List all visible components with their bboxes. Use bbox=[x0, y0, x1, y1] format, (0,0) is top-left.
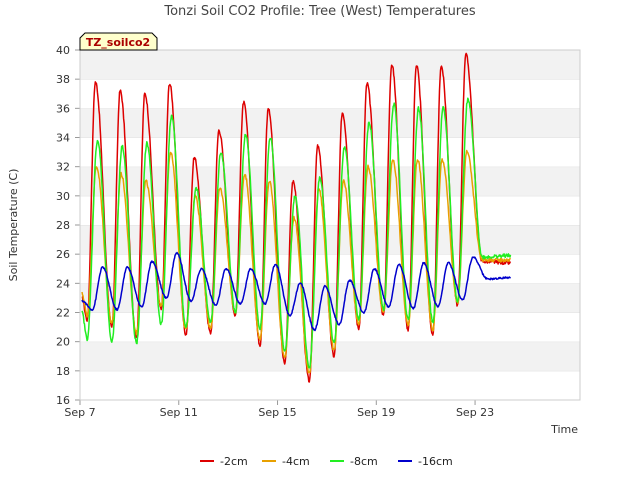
grid-band bbox=[80, 195, 580, 225]
y-tick-label: 36 bbox=[56, 102, 70, 115]
badge: TZ_soilco2 bbox=[79, 32, 158, 51]
y-tick-label: 34 bbox=[56, 132, 70, 145]
series-lines bbox=[81, 52, 512, 383]
x-tick-label: Sep 23 bbox=[456, 406, 494, 419]
grid-band bbox=[80, 166, 580, 196]
x-tick-label: Sep 7 bbox=[64, 406, 95, 419]
grid-band bbox=[80, 137, 580, 167]
legend-label: -16cm bbox=[418, 455, 453, 468]
grid-bands bbox=[80, 49, 580, 400]
legend-label: -4cm bbox=[282, 455, 310, 468]
y-axis-ticks: 16 18 20 22 24 26 28 30 32 34 36 38 40 bbox=[56, 44, 80, 407]
y-tick-label: 24 bbox=[56, 277, 70, 290]
y-tick-label: 22 bbox=[56, 307, 70, 320]
y-tick-label: 28 bbox=[56, 219, 70, 232]
x-tick-label: Sep 19 bbox=[357, 406, 395, 419]
grid-band bbox=[80, 50, 580, 80]
badge-label: TZ_soilco2 bbox=[86, 36, 150, 49]
legend-label: -8cm bbox=[350, 455, 378, 468]
x-axis-ticks: Sep 7 Sep 11 Sep 15 Sep 19 Sep 23 bbox=[64, 400, 494, 419]
grid-band bbox=[80, 79, 580, 109]
y-axis-label: Soil Temperature (C) bbox=[7, 169, 20, 282]
grid-band bbox=[80, 108, 580, 138]
series-line-minus-8cm bbox=[81, 97, 512, 369]
plot-frame bbox=[79, 49, 581, 401]
legend: -2cm -4cm -8cm -16cm bbox=[200, 455, 453, 468]
chart-title: Tonzi Soil CO2 Profile: Tree (West) Temp… bbox=[163, 4, 476, 19]
y-tick-label: 16 bbox=[56, 394, 70, 407]
y-tick-label: 30 bbox=[56, 190, 70, 203]
series-line-minus-16cm bbox=[81, 251, 512, 332]
badge-box bbox=[79, 32, 158, 51]
legend-label: -2cm bbox=[220, 455, 248, 468]
x-axis-label: Time bbox=[550, 423, 578, 436]
y-tick-label: 40 bbox=[56, 44, 70, 57]
y-tick-label: 26 bbox=[56, 248, 70, 261]
x-tick-label: Sep 15 bbox=[258, 406, 296, 419]
grid-band bbox=[80, 341, 580, 371]
y-tick-label: 32 bbox=[56, 161, 70, 174]
grid-band bbox=[80, 370, 580, 400]
x-tick-label: Sep 11 bbox=[160, 406, 198, 419]
y-tick-label: 38 bbox=[56, 73, 70, 86]
y-tick-label: 20 bbox=[56, 336, 70, 349]
y-tick-label: 18 bbox=[56, 365, 70, 378]
grid-band bbox=[80, 225, 580, 255]
